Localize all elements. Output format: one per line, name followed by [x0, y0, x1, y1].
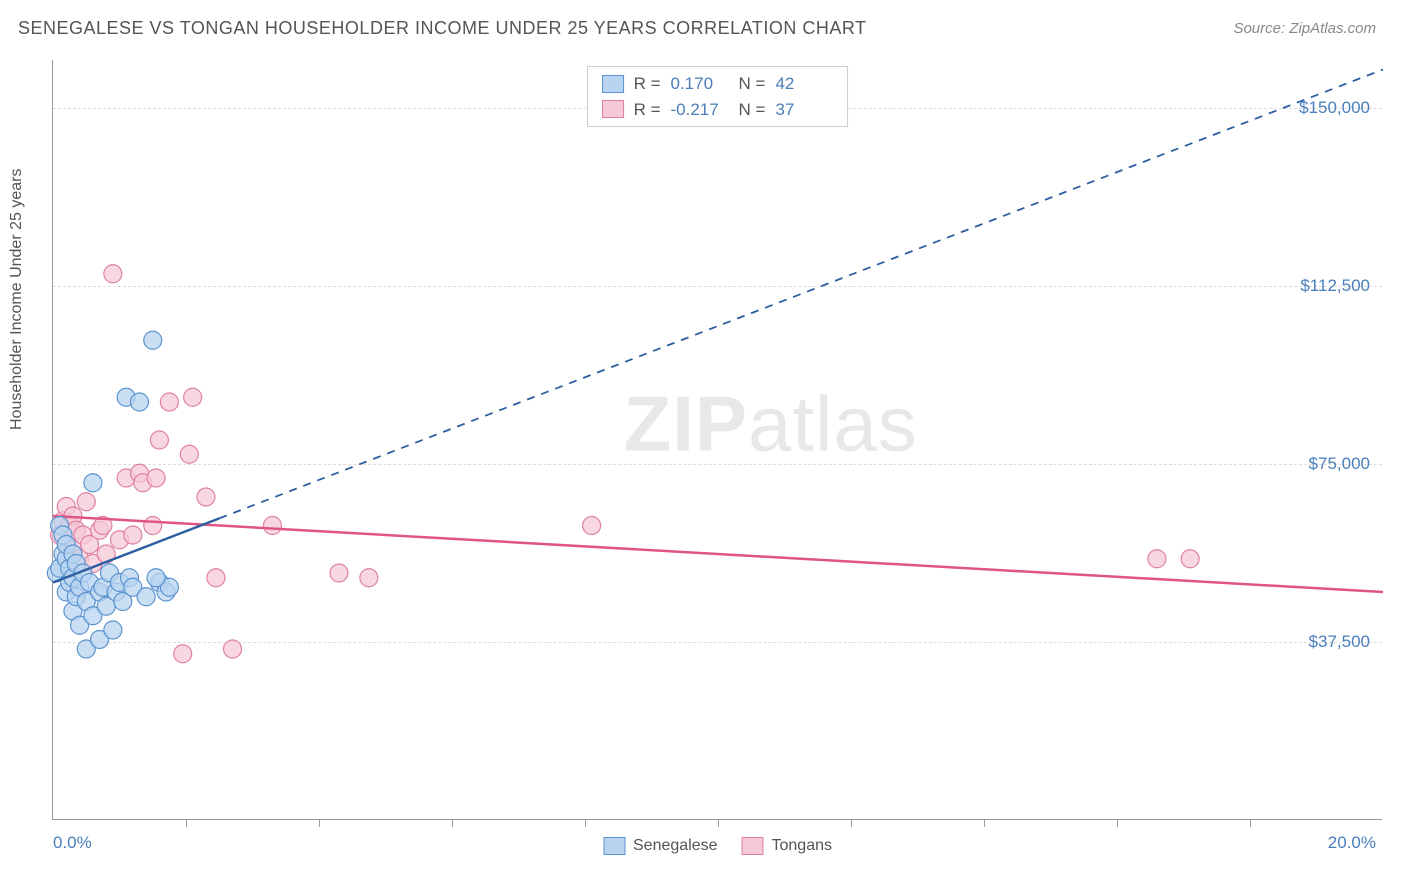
x-axis-min-label: 0.0%	[53, 833, 92, 853]
legend-n-value: 37	[775, 97, 833, 123]
data-point	[207, 569, 225, 587]
x-axis-max-label: 20.0%	[1328, 833, 1376, 853]
legend-n-value: 42	[775, 71, 833, 97]
data-point	[147, 569, 165, 587]
data-point	[144, 331, 162, 349]
legend-stat-row: R = 0.170 N = 42	[602, 71, 834, 97]
data-point	[263, 517, 281, 535]
data-point	[1148, 550, 1166, 568]
legend-swatch	[742, 837, 764, 855]
legend-item: Senegalese	[603, 837, 718, 855]
legend-r-value: 0.170	[671, 71, 729, 97]
trend-line-dashed	[219, 70, 1383, 519]
scatter-plot-svg	[53, 60, 1382, 819]
data-point	[124, 526, 142, 544]
x-tick	[718, 819, 719, 827]
data-point	[144, 517, 162, 535]
x-tick	[186, 819, 187, 827]
legend-n-label: N =	[739, 71, 766, 97]
data-point	[104, 265, 122, 283]
legend-label: Tongans	[772, 837, 833, 855]
data-point	[84, 474, 102, 492]
data-point	[184, 388, 202, 406]
data-point	[137, 588, 155, 606]
legend-r-label: R =	[634, 71, 661, 97]
data-point	[104, 621, 122, 639]
legend-r-label: R =	[634, 97, 661, 123]
legend-series: Senegalese Tongans	[603, 837, 832, 855]
x-tick	[585, 819, 586, 827]
x-tick	[319, 819, 320, 827]
data-point	[330, 564, 348, 582]
data-point	[583, 517, 601, 535]
data-point	[224, 640, 242, 658]
chart-plot-area: ZIPatlas $37,500$75,000$112,500$150,000 …	[52, 60, 1382, 820]
x-tick	[851, 819, 852, 827]
chart-title: SENEGALESE VS TONGAN HOUSEHOLDER INCOME …	[18, 18, 867, 39]
legend-item: Tongans	[742, 837, 833, 855]
legend-swatch	[602, 100, 624, 118]
legend-correlation: R = 0.170 N = 42 R = -0.217 N = 37	[587, 66, 849, 127]
data-point	[1181, 550, 1199, 568]
data-point	[174, 645, 192, 663]
legend-stat-row: R = -0.217 N = 37	[602, 97, 834, 123]
data-point	[150, 431, 168, 449]
source-label: Source: ZipAtlas.com	[1233, 20, 1376, 37]
data-point	[160, 393, 178, 411]
data-point	[180, 445, 198, 463]
x-tick	[452, 819, 453, 827]
data-point	[147, 469, 165, 487]
data-point	[77, 493, 95, 511]
legend-swatch	[602, 75, 624, 93]
x-tick	[1117, 819, 1118, 827]
legend-n-label: N =	[739, 97, 766, 123]
data-point	[360, 569, 378, 587]
y-axis-label: Householder Income Under 25 years	[8, 169, 26, 430]
x-tick	[1250, 819, 1251, 827]
x-tick	[984, 819, 985, 827]
legend-label: Senegalese	[633, 837, 718, 855]
legend-swatch	[603, 837, 625, 855]
legend-r-value: -0.217	[671, 97, 729, 123]
data-point	[130, 393, 148, 411]
data-point	[197, 488, 215, 506]
